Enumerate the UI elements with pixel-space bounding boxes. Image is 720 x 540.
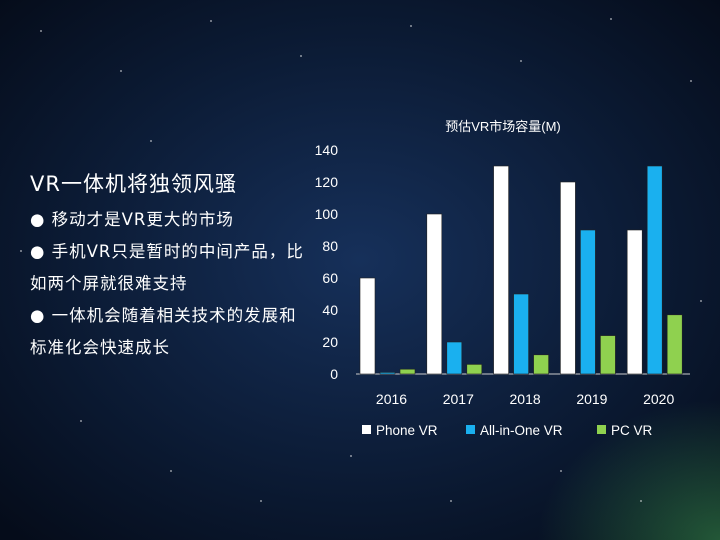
y-tick-label: 140 <box>315 142 339 158</box>
bar-pc-vr <box>600 335 616 375</box>
legend-label: PC VR <box>611 423 653 438</box>
bullet-item: ● 移动才是VR更大的市场 <box>30 210 234 229</box>
y-tick-label: 80 <box>322 238 338 254</box>
bar-chart: 预估VR市场容量(M) 0 20 40 60 80 100 120 140 2016 2017 201… <box>315 119 690 438</box>
bar-pc-vr <box>466 364 483 375</box>
slide-title: VR一体机将独领风骚 <box>30 172 237 196</box>
text-panel: VR一体机将独领风骚 ● 移动才是VR更大的市场 ● 手机VR只是暂时的中间产品… <box>30 168 310 364</box>
bar-all-in-one-vr <box>646 165 663 375</box>
y-tick-label: 40 <box>322 302 338 318</box>
bullet-list: ● 移动才是VR更大的市场 ● 手机VR只是暂时的中间产品，比如两个屏就很难支持… <box>30 204 310 364</box>
legend-swatch <box>597 425 606 434</box>
bar-pc-vr <box>533 354 549 375</box>
bullet-item: ● 一体机会随着相关技术的发展和标准化会快速成长 <box>30 306 297 357</box>
bar-phone-vr <box>426 213 443 375</box>
legend-label: Phone VR <box>376 423 438 438</box>
bar-all-in-one-vr <box>379 372 396 375</box>
bar-phone-vr <box>493 165 509 375</box>
x-tick-label: 2019 <box>576 391 607 407</box>
x-tick-label: 2016 <box>376 391 407 407</box>
x-tick-label: 2017 <box>443 391 474 407</box>
bar-all-in-one-vr <box>446 341 463 375</box>
y-tick-label: 0 <box>330 366 338 382</box>
bar-phone-vr <box>626 229 643 375</box>
bullet-item: ● 手机VR只是暂时的中间产品，比如两个屏就很难支持 <box>30 242 304 293</box>
bar-all-in-one-vr <box>580 229 596 375</box>
y-tick-label: 100 <box>315 206 339 222</box>
legend-label: All-in-One VR <box>480 423 563 438</box>
x-tick-label: 2018 <box>510 391 541 407</box>
legend-swatch <box>466 425 475 434</box>
y-tick-label: 60 <box>322 270 338 286</box>
y-tick-label: 20 <box>322 334 338 350</box>
bar-phone-vr <box>560 181 576 375</box>
chart-title: 预估VR市场容量(M) <box>445 119 561 134</box>
bar-pc-vr <box>399 368 416 375</box>
bar-phone-vr <box>359 277 376 375</box>
legend-swatch <box>362 425 371 434</box>
bar-pc-vr <box>666 314 683 375</box>
y-tick-label: 120 <box>315 174 339 190</box>
bar-all-in-one-vr <box>513 293 529 375</box>
x-tick-label: 2020 <box>643 391 674 407</box>
